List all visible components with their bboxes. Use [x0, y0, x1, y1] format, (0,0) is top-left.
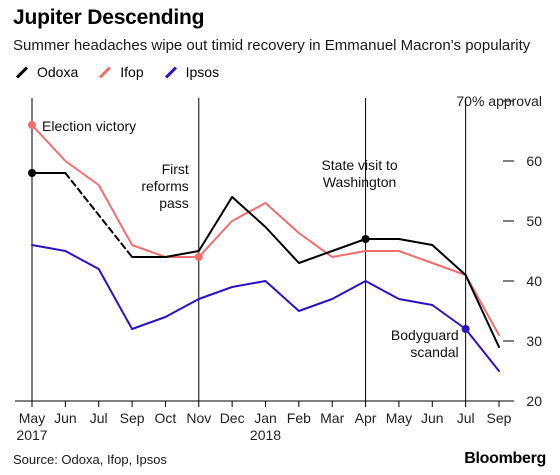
- x-tick-label: Nov: [186, 410, 211, 426]
- y-tick-label: 50: [526, 213, 542, 229]
- x-year-label: 2018: [250, 427, 281, 443]
- data-point-odoxa: [361, 235, 370, 243]
- event-label: First: [162, 161, 189, 177]
- y-tick-label: 20: [526, 393, 542, 409]
- series-line-odoxa: [131, 196, 500, 348]
- legend: Odoxa Ifop Ipsos: [13, 63, 237, 81]
- data-point-ifop: [28, 121, 36, 129]
- x-tick-label: Dec: [220, 410, 245, 426]
- legend-label-odoxa: Odoxa: [37, 64, 79, 80]
- legend-item-ipsos: Ipsos: [162, 64, 219, 80]
- series-line-odoxa: [64, 172, 134, 258]
- data-point-odoxa: [28, 169, 36, 177]
- x-tick-label: Sep: [120, 410, 145, 426]
- x-tick-label: Apr: [355, 410, 377, 426]
- x-tick-label: May: [19, 410, 45, 426]
- x-year-label: 2017: [16, 427, 47, 443]
- x-tick-label: Jun: [421, 410, 444, 426]
- y-tick-label: 40: [526, 273, 542, 289]
- chart-title: Jupiter Descending: [13, 6, 205, 29]
- x-tick-label: Jul: [90, 410, 108, 426]
- event-label: State visit to: [321, 157, 397, 173]
- series-line-ipsos: [31, 244, 500, 372]
- event-label: Election victory: [42, 118, 136, 134]
- y-tick-label: 30: [526, 333, 542, 349]
- legend-item-ifop: Ifop: [96, 64, 144, 80]
- event-label: pass: [159, 195, 189, 211]
- event-label: scandal: [410, 344, 458, 360]
- x-tick-label: Oct: [155, 410, 177, 426]
- x-tick-label: Jan: [254, 410, 277, 426]
- source-note: Source: Odoxa, Ifop, Ipsos: [13, 452, 167, 467]
- y-tick-label: 70% approval: [456, 93, 542, 109]
- event-label: reforms: [141, 178, 188, 194]
- x-tick-label: Jun: [54, 410, 77, 426]
- data-point-ifop: [194, 253, 203, 261]
- x-tick-label: Mar: [320, 410, 344, 426]
- y-tick-label: 60: [526, 153, 542, 169]
- x-tick-label: Sep: [487, 410, 512, 426]
- brand-logo: Bloomberg: [464, 450, 546, 467]
- x-tick-label: May: [386, 410, 412, 426]
- x-tick-label: Feb: [287, 410, 311, 426]
- series-line-ifop: [31, 124, 500, 336]
- legend-label-ifop: Ifop: [120, 64, 144, 80]
- legend-item-odoxa: Odoxa: [13, 64, 78, 80]
- event-label: Bodyguard: [391, 327, 459, 343]
- chart-subtitle: Summer headaches wipe out timid recovery…: [13, 37, 531, 54]
- legend-label-ipsos: Ipsos: [185, 64, 220, 80]
- x-tick-label: Jul: [457, 410, 475, 426]
- event-label: Washington: [323, 174, 396, 190]
- data-point-ipsos: [461, 325, 470, 333]
